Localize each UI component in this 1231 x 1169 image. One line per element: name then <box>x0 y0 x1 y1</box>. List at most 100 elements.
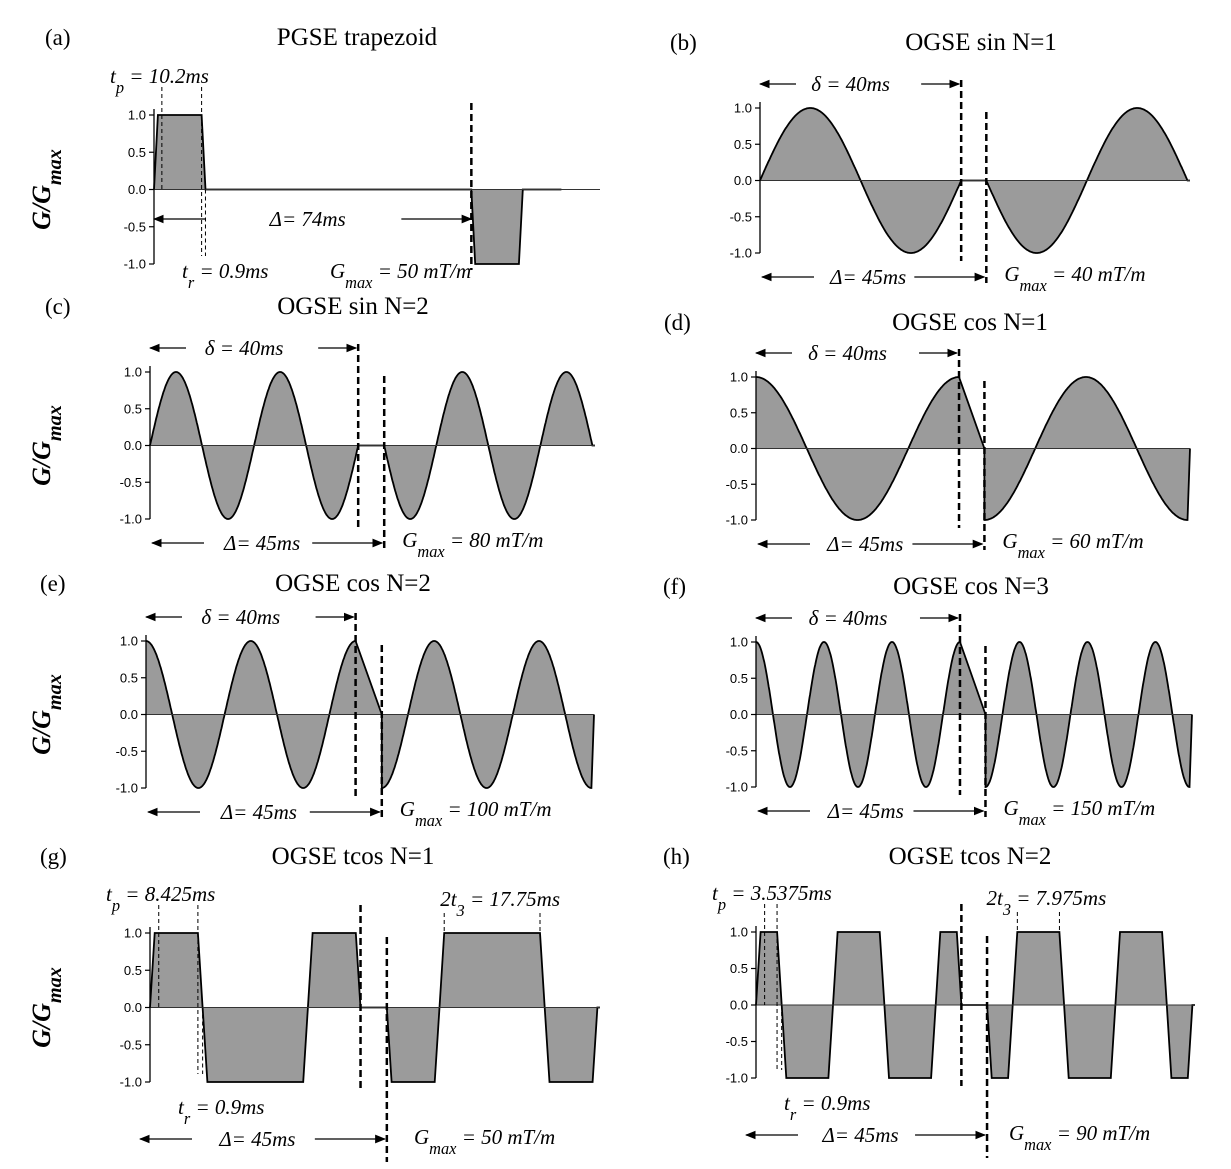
y-axis-label: G/Gmax <box>27 149 66 230</box>
panel-title: OGSE tcos N=1 <box>272 843 435 870</box>
gmax-label: Gmax = 50 mT/m <box>414 1125 555 1158</box>
y-tick-label: 0.5 <box>120 670 138 685</box>
y-tick-label: 0.0 <box>730 998 748 1013</box>
delta-label: δ = 40ms <box>809 606 888 630</box>
y-axis-label: G/Gmax <box>27 405 66 486</box>
y-tick-label: -1.0 <box>116 781 138 796</box>
panel-title: OGSE cos N=3 <box>893 573 1049 600</box>
delta-label: δ = 40ms <box>201 605 280 629</box>
Delta-label: Δ= 74ms <box>269 207 346 231</box>
panel-b: 1.0 0.5 0.0 -0.5 -1.0 (b) OGSE sin N=1 δ = 40ms… <box>670 29 1190 295</box>
gmax-label: Gmax = 150 mT/m <box>1003 796 1155 829</box>
y-tick-label: -0.5 <box>120 475 142 490</box>
y-tick-label: 1.0 <box>734 101 752 116</box>
y-tick-label: 0.0 <box>730 441 748 456</box>
y-tick-label: 0.5 <box>124 963 142 978</box>
panel-a: 1.0 0.5 0.0 -0.5 -1.0 (a) PGSE trapezoid G/Gmax… <box>27 24 600 292</box>
panel-title: PGSE trapezoid <box>277 24 438 51</box>
panel-c: 1.0 0.5 0.0 -0.5 -1.0 (c) OGSE sin N=2 G/Gmax δ … <box>27 293 595 561</box>
t3-label: 2t3 = 17.75ms <box>440 887 560 920</box>
y-tick-label: 0.5 <box>124 401 142 416</box>
panel-e: 1.0 0.5 0.0 -0.5 -1.0 (e) OGSE cos N=2 G/Gmax δ … <box>27 570 595 830</box>
y-tick-label: 1.0 <box>120 634 138 649</box>
panel-label: (f) <box>663 574 686 599</box>
panel-g: 1.0 0.5 0.0 -0.5 -1.0 (g) OGSE tcos N=1 G/Gmax Δ… <box>27 843 600 1162</box>
y-tick-label: 1.0 <box>124 365 142 380</box>
Delta-label: Δ= 45ms <box>218 1127 295 1151</box>
tr-label: tr = 0.9ms <box>178 1095 264 1128</box>
panel-label: (b) <box>670 30 697 55</box>
panel-label: (g) <box>40 844 67 869</box>
y-tick-label: 0.5 <box>128 145 146 160</box>
tr-label: tr = 0.9ms <box>784 1091 870 1124</box>
y-tick-label: -1.0 <box>120 512 142 527</box>
delta-label: δ = 40ms <box>205 336 284 360</box>
y-tick-label: 0.0 <box>734 173 752 188</box>
panel-label: (e) <box>40 571 66 596</box>
t3-label: 2t3 = 7.975ms <box>986 886 1106 919</box>
panel-f: 1.0 0.5 0.0 -0.5 -1.0 (f) OGSE cos N=3δ = 40ms… <box>663 573 1193 829</box>
y-tick-label: -0.5 <box>120 1037 142 1052</box>
gmax-label: Gmax = 90 mT/m <box>1009 1121 1150 1154</box>
y-tick-label: 1.0 <box>124 926 142 941</box>
Delta-label: Δ= 45ms <box>821 1123 898 1147</box>
Delta-label: Δ= 45ms <box>220 800 297 824</box>
waveform-fill <box>756 932 1195 1078</box>
Delta-label: Δ= 45ms <box>829 265 906 289</box>
y-tick-label: -0.5 <box>726 1034 748 1049</box>
y-tick-label: 0.5 <box>730 405 748 420</box>
y-tick-label: 0.5 <box>730 961 748 976</box>
panel-title: OGSE sin N=2 <box>277 293 429 320</box>
tp-label: tp = 10.2ms <box>110 64 209 97</box>
y-tick-label: 0.0 <box>120 707 138 722</box>
y-tick-label: -0.5 <box>124 219 146 234</box>
gmax-label: Gmax = 80 mT/m <box>402 528 543 561</box>
panel-title: OGSE tcos N=2 <box>889 843 1052 870</box>
y-tick-label: -1.0 <box>730 246 752 261</box>
panel-label: (h) <box>663 844 690 869</box>
panel-d: 1.0 0.5 0.0 -0.5 -1.0 (d) OGSE cos N=1δ = 40ms… <box>664 309 1191 562</box>
waveform-line <box>146 640 595 789</box>
y-tick-label: 0.0 <box>124 1000 142 1015</box>
tp-label: tp = 8.425ms <box>106 882 215 915</box>
y-tick-label: -0.5 <box>730 209 752 224</box>
delta-label: δ = 40ms <box>808 341 887 365</box>
y-axis-label: G/Gmax <box>27 674 66 755</box>
y-tick-label: -1.0 <box>124 257 146 272</box>
y-tick-label: 0.5 <box>734 137 752 152</box>
tp-label: tp = 3.5375ms <box>712 881 832 914</box>
panel-h: 1.0 0.5 0.0 -0.5 -1.0 (h) OGSE tcos N=2 Δ= 45ms… <box>663 843 1195 1158</box>
panel-label: (a) <box>45 25 71 50</box>
y-tick-label: -0.5 <box>726 743 748 758</box>
y-axis-label: G/Gmax <box>27 967 66 1048</box>
delta-label: δ = 40ms <box>811 72 890 96</box>
y-tick-label: -0.5 <box>726 477 748 492</box>
y-tick-label: -0.5 <box>116 744 138 759</box>
tr-label: tr = 0.9ms <box>182 259 268 292</box>
y-tick-label: 0.5 <box>730 671 748 686</box>
Delta-label: Δ= 45ms <box>826 532 903 556</box>
y-tick-label: 0.0 <box>730 707 748 722</box>
panel-title: OGSE cos N=1 <box>892 309 1048 336</box>
y-tick-label: -1.0 <box>726 780 748 795</box>
waveform-fill <box>150 933 600 1082</box>
y-tick-label: 1.0 <box>730 370 748 385</box>
y-tick-label: -1.0 <box>726 1071 748 1086</box>
y-tick-label: 1.0 <box>730 925 748 940</box>
y-tick-label: -1.0 <box>120 1075 142 1090</box>
gmax-label: Gmax = 100 mT/m <box>400 797 552 830</box>
panel-title: OGSE sin N=1 <box>905 29 1057 56</box>
y-tick-label: 1.0 <box>128 108 146 123</box>
Delta-label: Δ= 45ms <box>827 799 904 823</box>
panel-title: OGSE cos N=2 <box>275 570 431 597</box>
panel-label: (c) <box>45 294 71 319</box>
y-tick-label: 0.0 <box>124 438 142 453</box>
gmax-label: Gmax = 60 mT/m <box>1002 529 1143 562</box>
y-tick-label: 0.0 <box>128 182 146 197</box>
y-tick-label: -1.0 <box>726 513 748 528</box>
panel-label: (d) <box>664 310 691 335</box>
gmax-label: Gmax = 40 mT/m <box>1004 262 1145 295</box>
Delta-label: Δ= 45ms <box>223 531 300 555</box>
